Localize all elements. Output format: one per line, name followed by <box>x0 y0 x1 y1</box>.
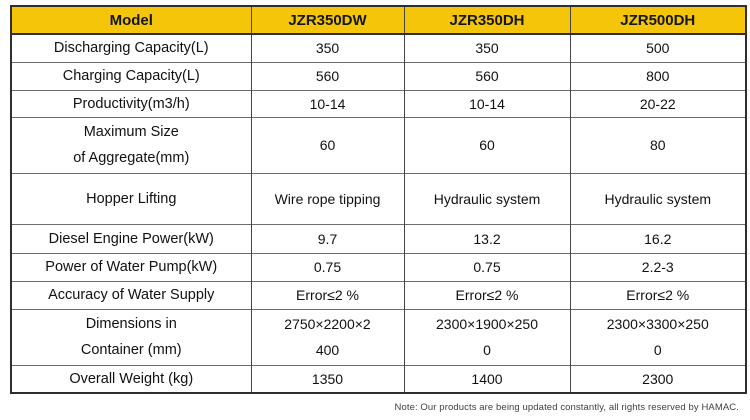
row-value: 560 <box>250 61 404 90</box>
row-value: 2300 <box>569 364 746 393</box>
row-value: Wire rope tipping <box>250 172 404 224</box>
row-value: 10-14 <box>250 89 404 117</box>
row-value: 10-14 <box>403 89 570 117</box>
row-value: 800 <box>569 61 746 90</box>
row-value: Hydraulic system <box>403 172 570 224</box>
row-value: 1350 <box>250 364 404 393</box>
table-row: Accuracy of Water Supply Error≤2 % Error≤2… <box>10 280 746 309</box>
row-value: 2.2-3 <box>569 252 746 281</box>
table-row: Maximum Size of Aggregate(mm) 60 60 80 <box>10 116 746 173</box>
table-row: Dimensions in Container (mm) 2750×2200×2 … <box>10 308 746 365</box>
row-label: Maximum Size of Aggregate(mm) <box>10 116 251 173</box>
column-header-jzr350dw: JZR350DW <box>250 6 404 35</box>
row-value: 0.75 <box>250 252 404 281</box>
row-label: Accuracy of Water Supply <box>10 280 251 309</box>
row-value: 60 <box>250 116 404 173</box>
row-value: 60 <box>403 116 570 173</box>
row-label: Hopper Lifting <box>10 172 251 224</box>
row-value: Error≤2 % <box>403 280 570 309</box>
row-value: 20-22 <box>569 89 746 117</box>
row-value: 350 <box>250 34 404 62</box>
table-row: Productivity(m3/h) 10-14 10-14 20-22 <box>10 89 746 117</box>
row-value: 560 <box>403 61 570 90</box>
row-value: 2300×1900×250 0 <box>403 308 570 365</box>
table-row: Charging Capacity(L) 560 560 800 <box>10 61 746 90</box>
row-label: Overall Weight (kg) <box>10 364 251 393</box>
row-label: Power of Water Pump(kW) <box>10 252 251 281</box>
column-header-jzr350dh: JZR350DH <box>403 6 570 35</box>
row-value: 0.75 <box>403 252 570 281</box>
row-label: Discharging Capacity(L) <box>10 34 251 62</box>
table-row: Hopper Lifting Wire rope tipping Hydraulic… <box>10 172 746 224</box>
row-value: 350 <box>403 34 570 62</box>
row-value: 2300×3300×250 0 <box>569 308 746 365</box>
row-label: Productivity(m3/h) <box>10 89 251 117</box>
table-row: Power of Water Pump(kW) 0.75 0.75 2.2-3 <box>10 252 746 281</box>
row-value: Hydraulic system <box>569 172 746 224</box>
table-header-row: Model JZR350DW JZR350DH JZR500DH <box>10 6 746 35</box>
row-value: 16.2 <box>569 223 746 253</box>
row-value: Error≤2 % <box>569 280 746 309</box>
footer-note: Note: Our products are being updated con… <box>394 402 739 413</box>
row-value: 13.2 <box>403 223 570 253</box>
row-label: Dimensions in Container (mm) <box>10 308 251 365</box>
table-row: Overall Weight (kg) 1350 1400 2300 <box>10 364 746 393</box>
table-row: Diesel Engine Power(kW) 9.7 13.2 16.2 <box>10 223 746 253</box>
table-row: Discharging Capacity(L) 350 350 500 <box>10 34 746 62</box>
row-label: Diesel Engine Power(kW) <box>10 223 251 253</box>
row-value: 500 <box>569 34 746 62</box>
row-value: 9.7 <box>250 223 404 253</box>
row-value: Error≤2 % <box>250 280 404 309</box>
row-label: Charging Capacity(L) <box>10 61 251 90</box>
row-value: 1400 <box>403 364 570 393</box>
column-header-jzr500dh: JZR500DH <box>569 6 746 35</box>
spec-table: Model JZR350DW JZR350DH JZR500DH Dischar… <box>10 5 747 394</box>
model-header-cell: Model <box>10 6 251 35</box>
row-value: 80 <box>569 116 746 173</box>
row-value: 2750×2200×2 400 <box>250 308 404 365</box>
